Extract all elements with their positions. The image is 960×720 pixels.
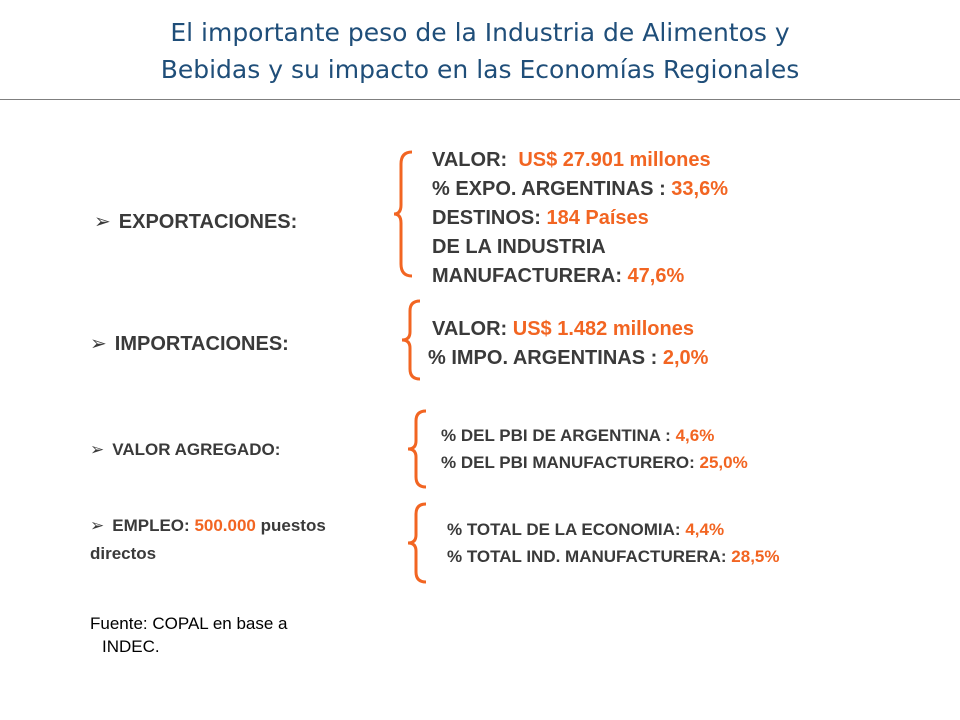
- source-line-1: Fuente: COPAL en base a: [90, 614, 288, 633]
- curly-brace-icon: [401, 299, 421, 381]
- empleo-total-value: 4,4%: [685, 520, 725, 539]
- pbi-value: 4,6%: [675, 426, 715, 445]
- valor-agregado-label: ➢ VALOR AGREGADO:: [90, 440, 280, 460]
- export-valor-value: US$ 27.901 millones: [518, 149, 711, 171]
- pbi-manuf-label: % DEL PBI MANUFACTURERO:: [441, 453, 695, 472]
- importaciones-label: ➢ IMPORTACIONES:: [90, 331, 289, 356]
- pbi-manuf-value: 25,0%: [699, 453, 748, 472]
- empleo-total-label: % TOTAL DE LA ECONOMIA:: [447, 520, 681, 539]
- source-note: Fuente: COPAL en base a INDEC.: [90, 612, 288, 658]
- empleo-details: % TOTAL DE LA ECONOMIA: 4,4% % TOTAL IND…: [447, 516, 779, 570]
- curly-brace-icon: [393, 150, 413, 278]
- export-expo-value: 33,6%: [671, 178, 729, 200]
- valor-agregado-details: % DEL PBI DE ARGENTINA : 4,6% % DEL PBI …: [441, 422, 748, 476]
- exportaciones-details: VALOR: US$ 27.901 millones % EXPO. ARGEN…: [432, 146, 728, 291]
- arrow-bullet-icon: ➢: [90, 440, 105, 460]
- empleo-label: ➢ EMPLEO: 500.000 puestos directos: [90, 512, 326, 567]
- export-destinos-value: 184 Países: [546, 207, 649, 229]
- curly-brace-icon: [407, 409, 427, 489]
- import-impo-label: % IMPO. ARGENTINAS :: [428, 347, 658, 369]
- title-divider: [0, 99, 960, 100]
- export-industria-line: DE LA INDUSTRIA: [432, 236, 606, 258]
- import-valor-label: VALOR:: [432, 318, 508, 340]
- importaciones-details: VALOR: US$ 1.482 millones % IMPO. ARGENT…: [428, 315, 708, 373]
- export-expo-label: % EXPO. ARGENTINAS :: [432, 178, 666, 200]
- arrow-bullet-icon: ➢: [90, 516, 105, 536]
- import-impo-value: 2,0%: [662, 347, 709, 369]
- export-manuf-label: MANUFACTURERA:: [432, 265, 622, 287]
- empleo-suffix: puestos: [260, 516, 326, 535]
- source-line-2: INDEC.: [102, 637, 160, 656]
- export-manuf-value: 47,6%: [627, 265, 685, 287]
- export-destinos-label: DESTINOS:: [432, 207, 541, 229]
- curly-brace-icon: [407, 502, 427, 584]
- empleo-ind-label: % TOTAL IND. MANUFACTURERA:: [447, 547, 727, 566]
- export-valor-label: VALOR:: [432, 149, 508, 171]
- empleo-label-text: EMPLEO:: [112, 516, 190, 535]
- arrow-bullet-icon: ➢: [90, 331, 107, 355]
- exportaciones-label: ➢ EXPORTACIONES:: [94, 209, 297, 234]
- empleo-value: 500.000: [194, 516, 256, 535]
- slide-title-line-1: El importante peso de la Industria de Al…: [170, 18, 790, 47]
- exportaciones-label-text: EXPORTACIONES:: [118, 211, 298, 233]
- empleo-ind-value: 28,5%: [731, 547, 780, 566]
- valor-agregado-label-text: VALOR AGREGADO:: [112, 440, 281, 459]
- empleo-line2: directos: [90, 544, 157, 563]
- pbi-label: % DEL PBI DE ARGENTINA :: [441, 426, 671, 445]
- arrow-bullet-icon: ➢: [94, 209, 111, 233]
- slide-title-line-2: Bebidas y su impacto en las Economías Re…: [160, 55, 800, 84]
- import-valor-value: US$ 1.482 millones: [512, 318, 694, 340]
- slide-title: El importante peso de la Industria de Al…: [0, 14, 960, 88]
- importaciones-label-text: IMPORTACIONES:: [114, 333, 289, 355]
